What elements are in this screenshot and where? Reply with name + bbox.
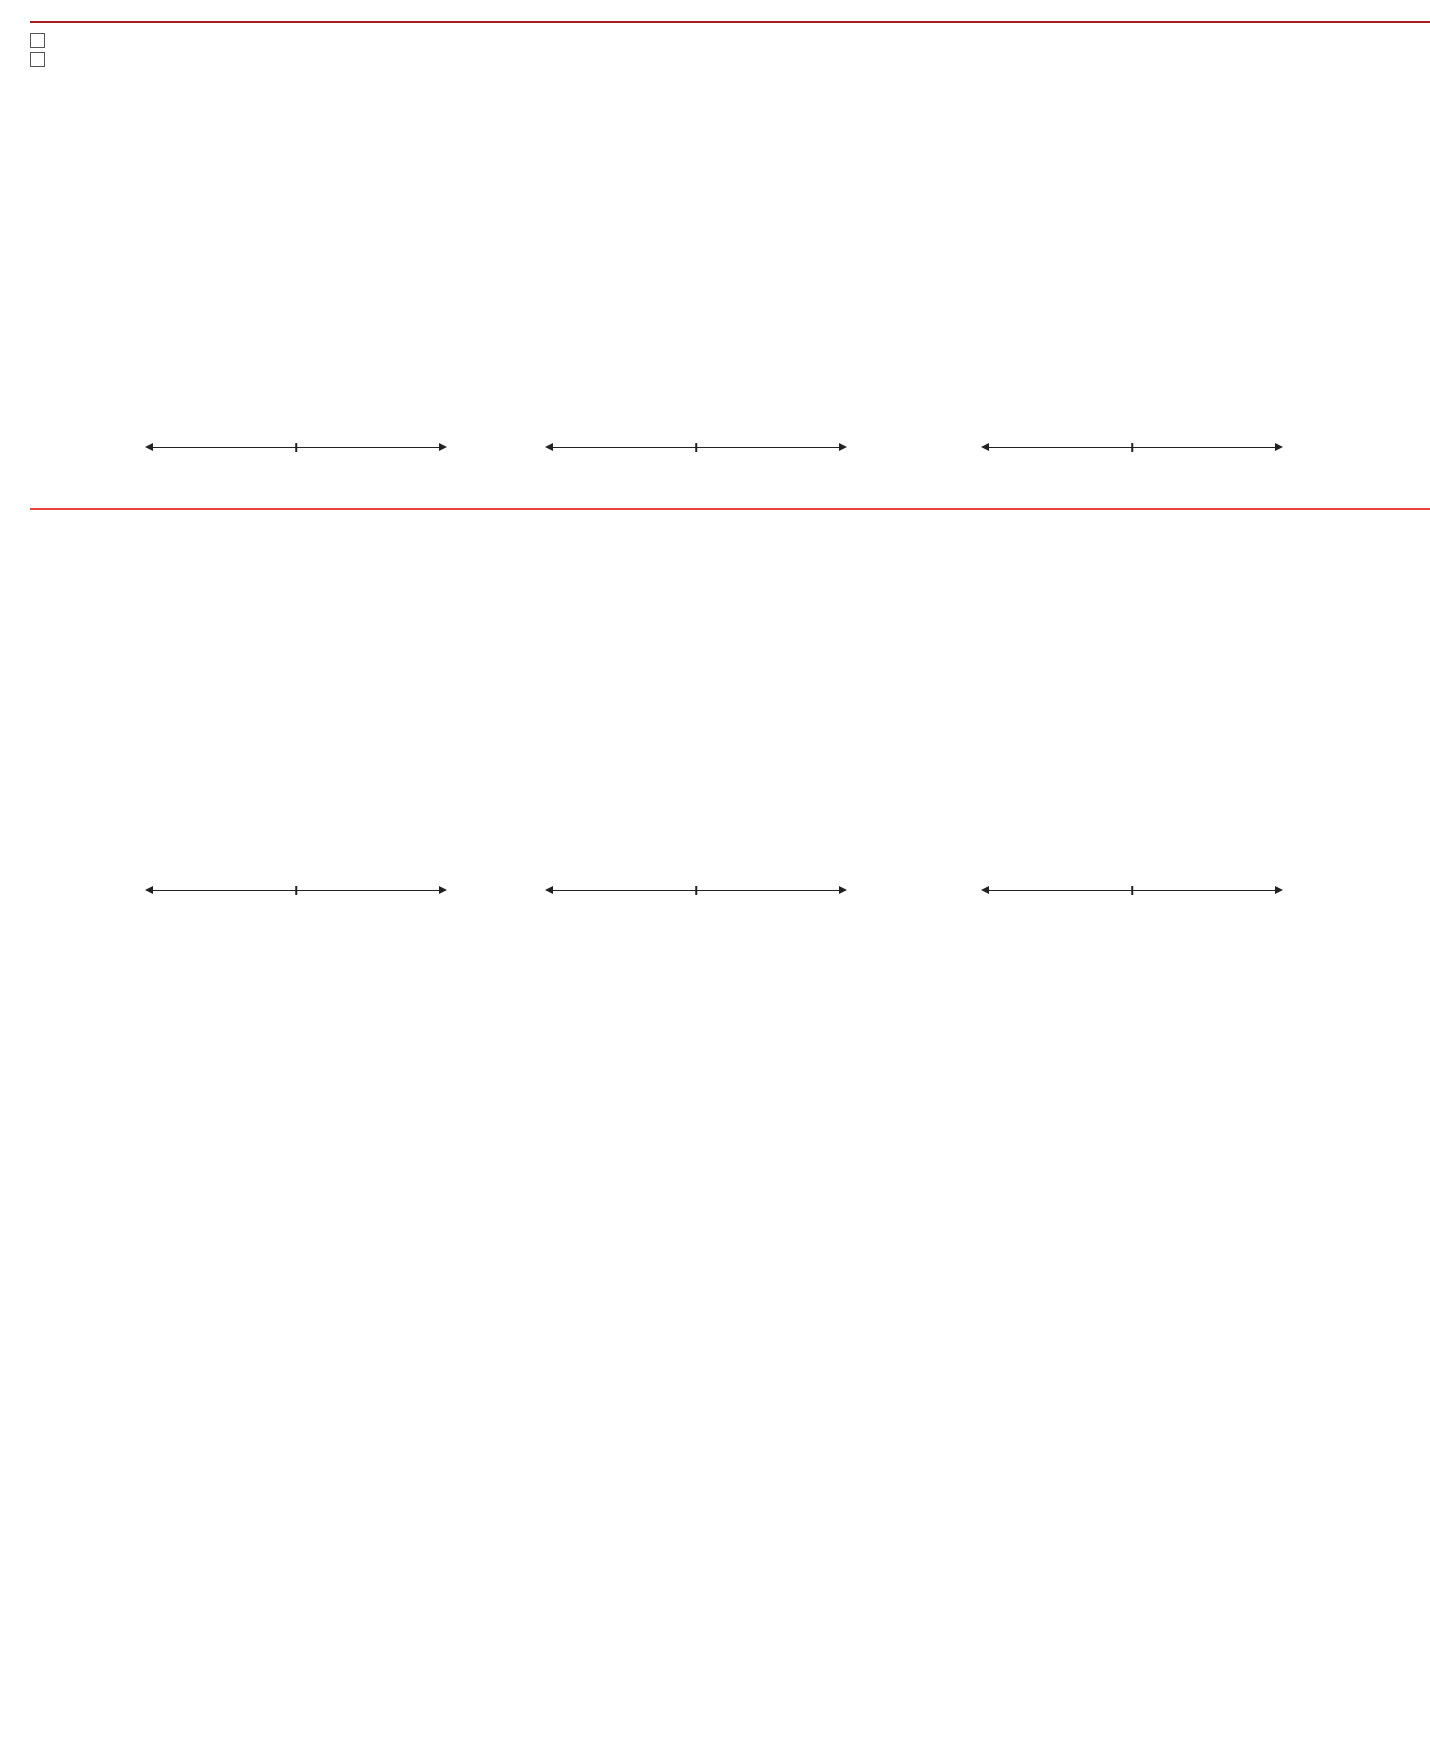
temp-chart-row	[956, 534, 1416, 718]
temp-chart-mm5-250	[1000, 108, 1300, 258]
temp-chart-row	[70, 91, 446, 275]
section-top	[70, 77, 1430, 478]
trip-chart-mm5-63	[70, 289, 370, 439]
temp-chart-mm5-400	[114, 551, 414, 701]
trip-xaxis-footer	[981, 884, 1283, 895]
double-arrow-line	[145, 442, 447, 452]
temp-ylabel-zh	[976, 534, 1000, 718]
double-arrow-line	[145, 885, 447, 895]
temp-chart-row	[956, 91, 1416, 275]
temp-chart-row	[70, 534, 446, 718]
chart-group-mm5-63	[70, 77, 447, 478]
chart-group-mm5-400	[70, 520, 447, 921]
temp-ylabel-en	[956, 91, 976, 275]
trip-xaxis-footer	[981, 441, 1283, 452]
chart-group-mm5-800-1250	[870, 520, 1416, 921]
checkbox-icon	[30, 52, 45, 67]
temp-ylabel-en	[470, 91, 490, 275]
double-arrow-line	[545, 442, 847, 452]
trip-xaxis-footer	[545, 884, 847, 895]
trip-xaxis-footer	[145, 441, 447, 452]
temp-ylabel-zh	[976, 91, 1000, 275]
temp-ylabel-en	[70, 91, 90, 275]
trip-chart-mm5-630	[470, 732, 770, 882]
temp-chart-row	[470, 91, 870, 275]
temp-ylabel-en	[70, 534, 90, 718]
double-arrow-line	[981, 442, 1283, 452]
temp-ylabel-zh	[90, 91, 114, 275]
note-en-line	[30, 52, 1430, 67]
double-arrow-line	[981, 885, 1283, 895]
temp-chart-mm5-125	[514, 108, 814, 258]
trip-xaxis-footer	[545, 441, 847, 452]
temp-ylabel-en	[470, 534, 490, 718]
temp-chart-mm5-800-1250	[1000, 551, 1300, 701]
chart-group-mm5-630	[446, 520, 870, 921]
checkbox-icon	[30, 33, 45, 48]
temp-chart-mm5-63	[114, 108, 414, 258]
header	[0, 0, 1430, 67]
temp-ylabel-zh	[490, 534, 514, 718]
section-divider	[30, 508, 1430, 510]
trip-chart-mm5-125	[470, 289, 770, 439]
trip-chart-mm5-800-1250	[906, 732, 1206, 882]
temp-ylabel-zh	[490, 91, 514, 275]
temp-ylabel-zh	[90, 534, 114, 718]
double-arrow-line	[545, 885, 847, 895]
trip-chart-mm5-250	[906, 289, 1206, 439]
temp-ylabel-en	[956, 534, 976, 718]
chart-group-mm5-125	[446, 77, 870, 478]
trip-xaxis-footer	[145, 884, 447, 895]
temp-chart-mm5-630	[514, 551, 814, 701]
trip-chart-mm5-400	[70, 732, 370, 882]
chart-group-mm5-250	[870, 77, 1416, 478]
section-bottom	[70, 520, 1430, 921]
temp-chart-row	[470, 534, 870, 718]
note-zh-line	[30, 33, 1430, 48]
title-divider	[30, 21, 1430, 23]
